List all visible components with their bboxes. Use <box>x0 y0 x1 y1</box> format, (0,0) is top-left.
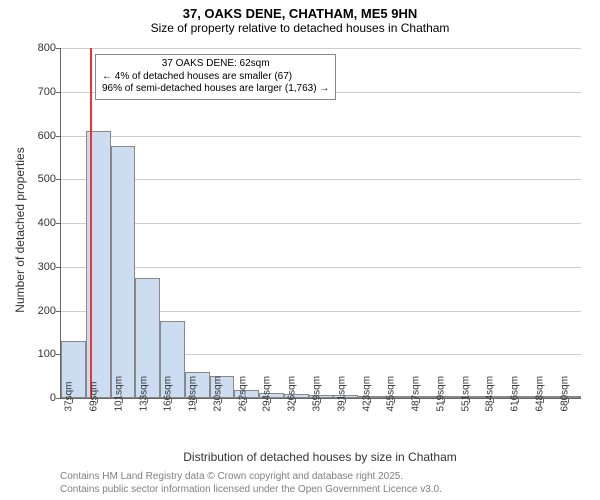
property-marker-line <box>90 48 92 398</box>
histogram-bar <box>111 146 136 398</box>
plot-area: 37 OAKS DENE: 62sqm← 4% of detached hous… <box>60 48 581 399</box>
footer-attribution: Contains HM Land Registry data © Crown c… <box>60 470 442 496</box>
info-box-line: 37 OAKS DENE: 62sqm <box>102 58 329 71</box>
gridline <box>61 48 581 49</box>
gridline <box>61 267 581 268</box>
chart-title: 37, OAKS DENE, CHATHAM, ME5 9HN <box>0 0 600 21</box>
y-axis-label: Number of detached properties <box>13 130 27 330</box>
y-tick-mark <box>56 92 61 93</box>
y-tick-label: 600 <box>38 130 56 142</box>
y-tick-mark <box>56 136 61 137</box>
x-axis-label: Distribution of detached houses by size … <box>60 450 580 464</box>
footer-line-1: Contains HM Land Registry data © Crown c… <box>60 470 442 483</box>
y-tick-label: 700 <box>38 86 56 98</box>
y-tick-mark <box>56 398 61 399</box>
y-tick-label: 300 <box>38 261 56 273</box>
chart-container: 37, OAKS DENE, CHATHAM, ME5 9HN Size of … <box>0 0 600 500</box>
gridline <box>61 179 581 180</box>
info-box-line: ← 4% of detached houses are smaller (67) <box>102 71 329 84</box>
y-tick-mark <box>56 48 61 49</box>
y-tick-label: 200 <box>38 305 56 317</box>
y-tick-label: 0 <box>50 392 56 404</box>
gridline <box>61 223 581 224</box>
y-tick-mark <box>56 267 61 268</box>
y-tick-mark <box>56 179 61 180</box>
info-box-line: 96% of semi-detached houses are larger (… <box>102 83 329 96</box>
chart-subtitle: Size of property relative to detached ho… <box>0 21 600 39</box>
y-tick-label: 400 <box>38 217 56 229</box>
property-info-box: 37 OAKS DENE: 62sqm← 4% of detached hous… <box>95 54 336 100</box>
y-tick-mark <box>56 311 61 312</box>
y-tick-label: 500 <box>38 173 56 185</box>
y-tick-label: 100 <box>38 348 56 360</box>
footer-line-2: Contains public sector information licen… <box>60 483 442 496</box>
gridline <box>61 136 581 137</box>
y-tick-mark <box>56 223 61 224</box>
y-tick-label: 800 <box>38 42 56 54</box>
